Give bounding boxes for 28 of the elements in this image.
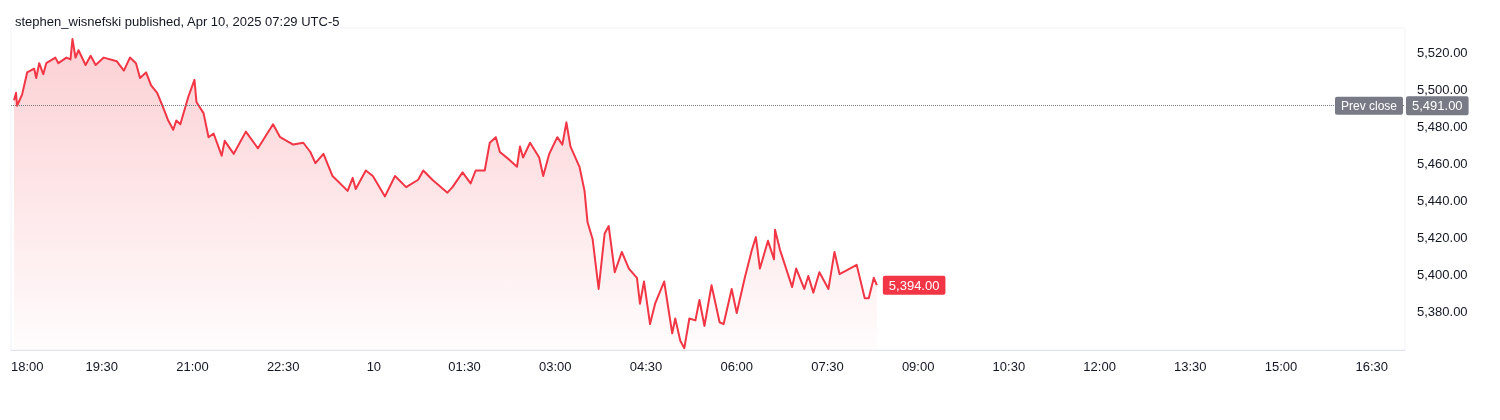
annotation: 5,394.00 (888, 277, 940, 293)
x-tick-label: 22:30 (266, 359, 300, 374)
y-tick-label: 5,480.00 (1417, 118, 1468, 134)
x-tick-label: 10:30 (992, 359, 1026, 374)
x-tick-label: 21:00 (176, 359, 209, 374)
y-tick-label: 5,400.00 (1417, 266, 1468, 282)
x-tick-label: 18:00 (11, 359, 44, 374)
y-tick-label: 5,520.00 (1417, 44, 1468, 60)
x-tick-label: 16:30 (1355, 359, 1389, 374)
x-tick-label: 13:30 (1174, 359, 1207, 374)
x-tick-label: 10 (366, 359, 382, 374)
x-tick-label: 15:00 (1264, 359, 1298, 374)
y-tick-label: 5,380.00 (1417, 303, 1468, 319)
y-tick-label: 5,460.00 (1417, 155, 1468, 171)
chart-title: stephen_wisnefski published, Apr 10, 2025 07:29 UTC-5 (15, 14, 340, 29)
x-tick-label: 04:30 (629, 359, 663, 374)
x-tick-label: 03:00 (539, 359, 572, 374)
x-tick-label: 06:00 (720, 359, 753, 374)
x-tick-label: 12:00 (1083, 359, 1116, 374)
ref-line-label: Prev close (1340, 98, 1398, 113)
y-tick-label: 5,500.00 (1417, 81, 1468, 97)
x-tick-label: 01:30 (448, 359, 481, 374)
y-tick-label: 5,420.00 (1417, 229, 1468, 245)
x-tick-label: 19:30 (85, 359, 118, 374)
x-tick-label: 09:00 (901, 359, 935, 374)
y-tick-label: 5,440.00 (1417, 192, 1468, 208)
text: 5,491.00 (1412, 98, 1463, 114)
x-tick-label: 07:30 (811, 359, 844, 374)
